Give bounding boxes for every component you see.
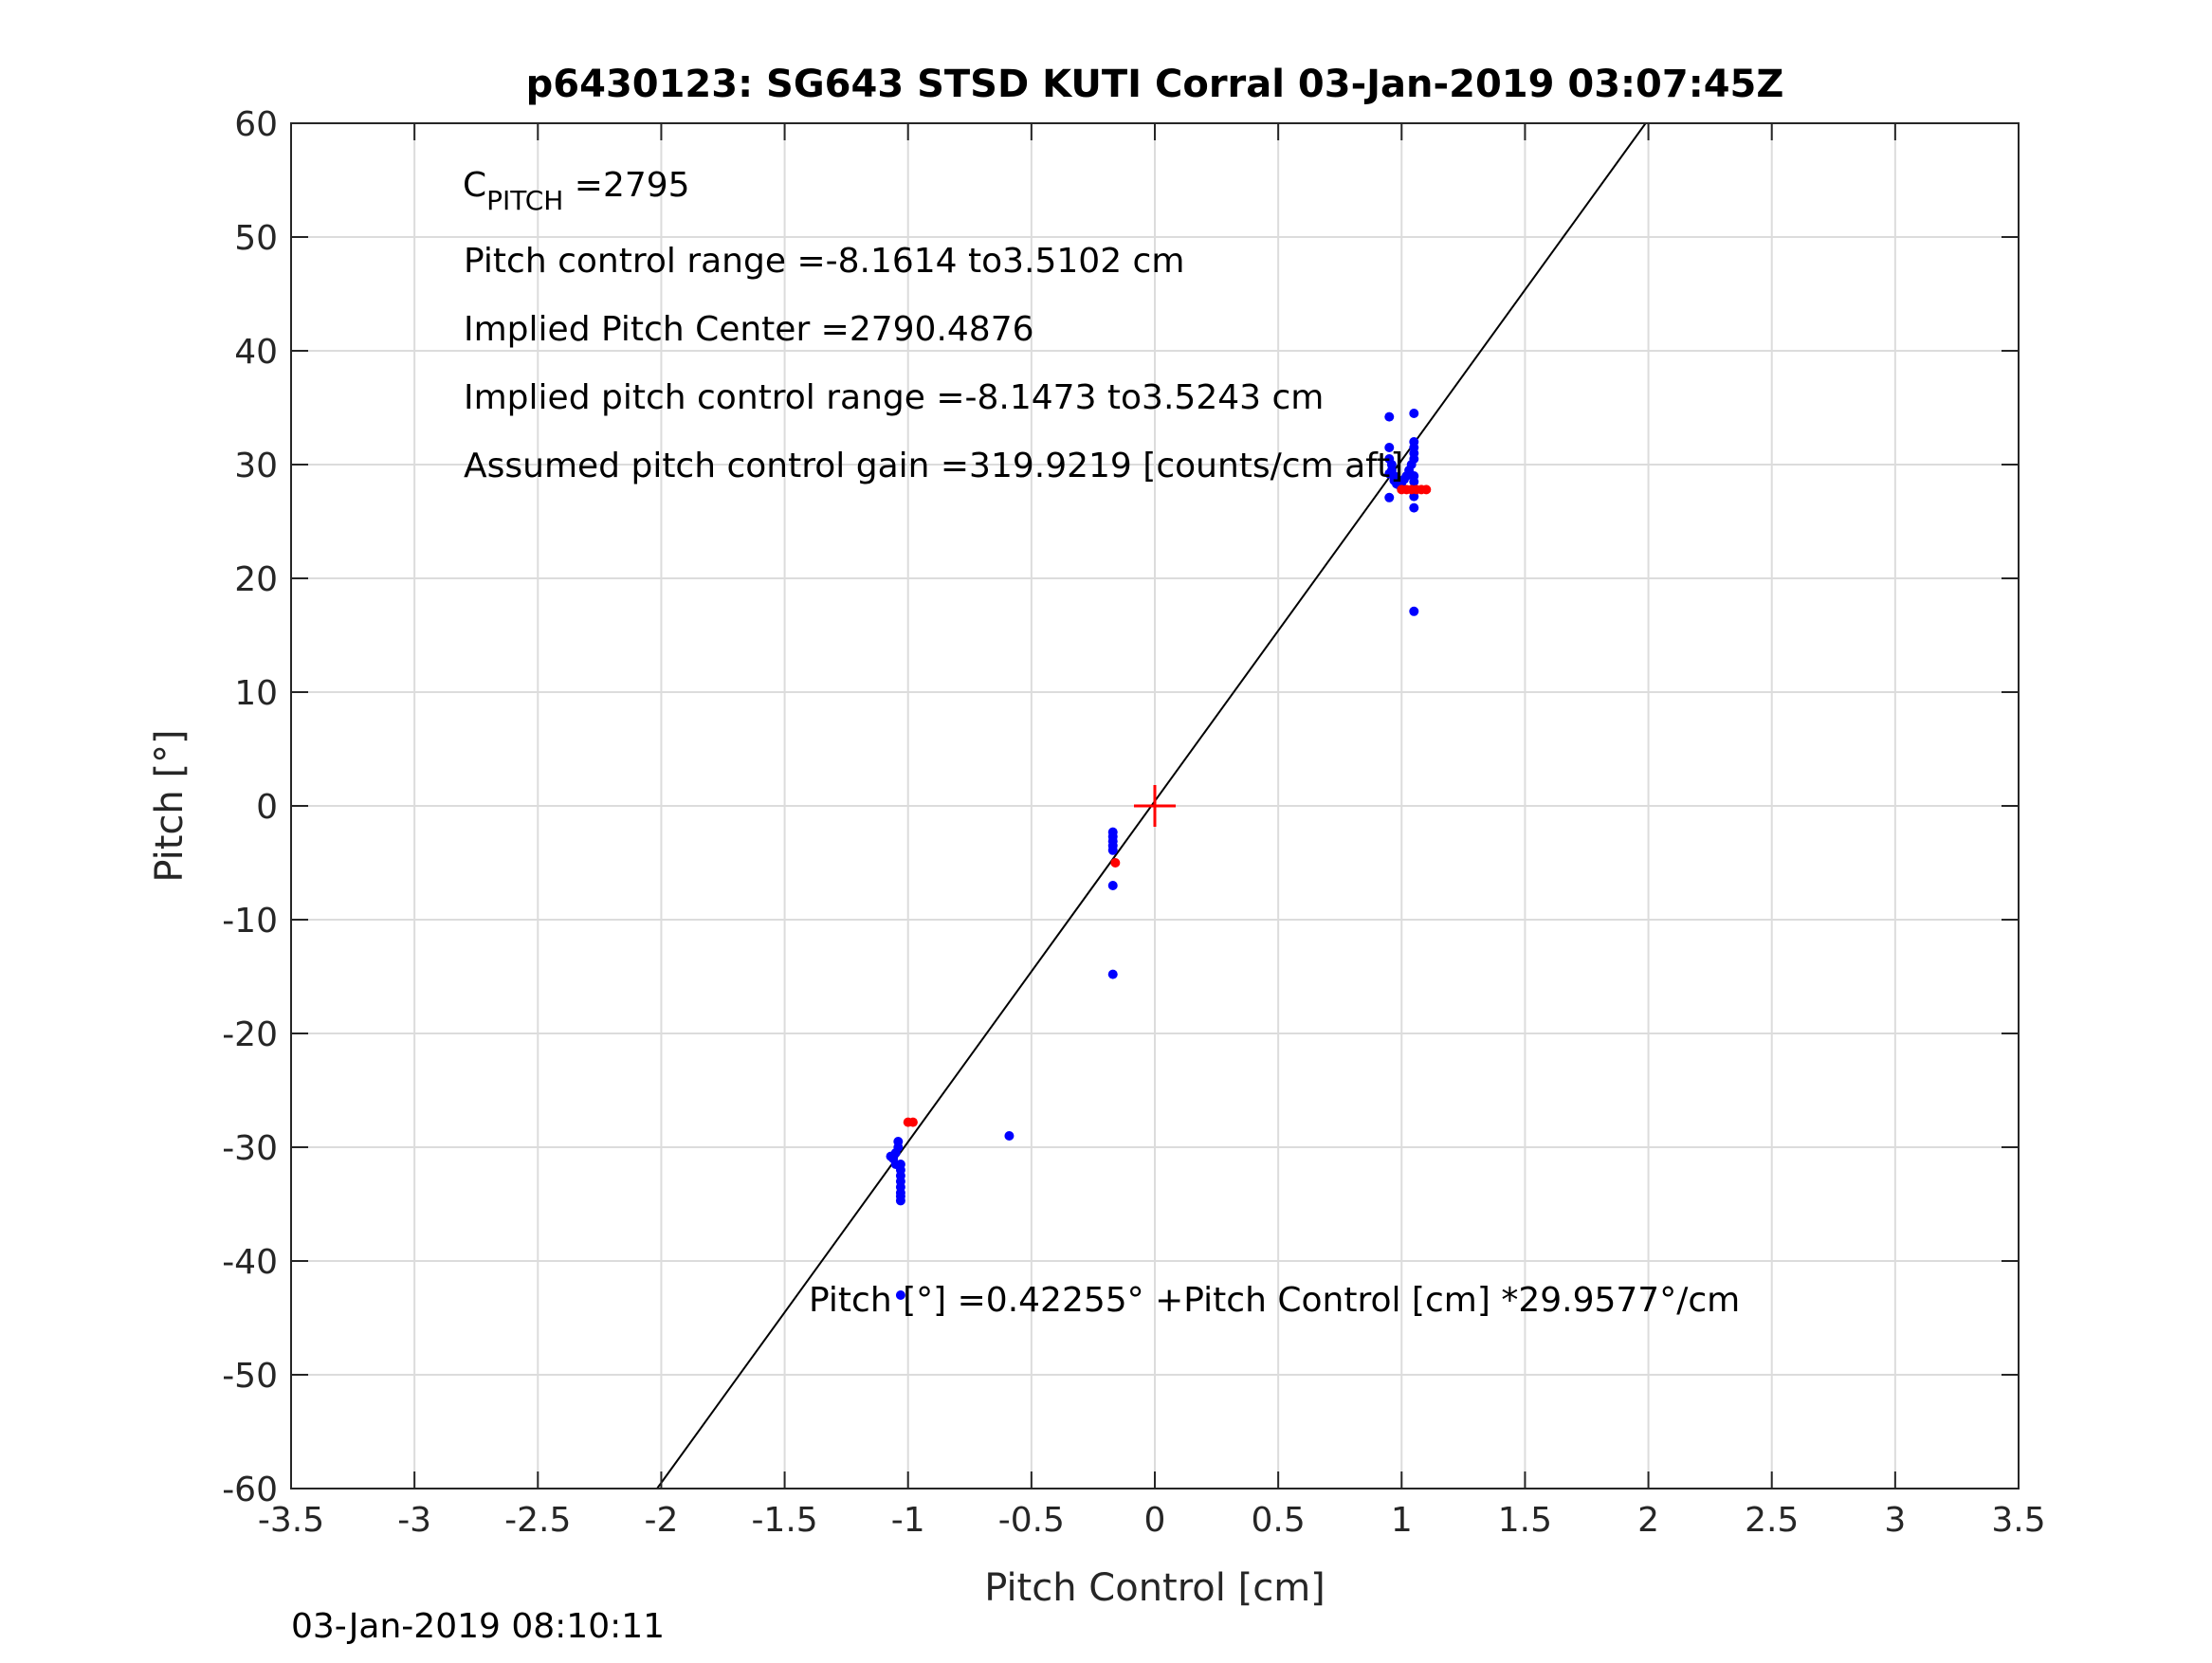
- observed-point: [1107, 881, 1118, 890]
- observed-point: [1384, 492, 1395, 503]
- c-pitch-value: =2795: [563, 166, 689, 205]
- x-tick-label: 1: [1391, 1501, 1413, 1540]
- x-tick-label: 0: [1144, 1501, 1166, 1540]
- center-cross: [1134, 785, 1176, 827]
- observed-point: [1409, 437, 1419, 447]
- y-tick-label: -10: [222, 902, 278, 941]
- y-tick-label: 30: [234, 447, 278, 485]
- observed-point: [895, 1196, 905, 1206]
- y-tick-label: 20: [234, 560, 278, 599]
- y-tick-label: -40: [222, 1243, 278, 1282]
- x-tick-label: -2: [644, 1501, 678, 1540]
- y-tick-label: 0: [256, 788, 278, 827]
- annotation-c-pitch: CPITCH =2795: [463, 166, 690, 216]
- y-tick-label: -50: [222, 1357, 278, 1396]
- observed-point: [1107, 845, 1118, 855]
- c-pitch-sub: PITCH: [486, 185, 563, 216]
- observed-point: [1004, 1131, 1015, 1141]
- y-tick-label: 40: [234, 333, 278, 372]
- ticks: -3.5 -3 -2.5 -2 -1.5 -1 -0.5 0 0.5 1 1.5 2 2.5 3 3.5 -6…: [222, 105, 2045, 1540]
- x-tick-label: 3.5: [1991, 1501, 2045, 1540]
- x-tick-label: -3: [397, 1501, 431, 1540]
- x-axis-label: Pitch Control [cm]: [984, 1566, 1325, 1610]
- observed-point: [1384, 443, 1395, 452]
- x-tick-label: -2.5: [504, 1501, 571, 1540]
- timestamp: 03-Jan-2019 08:10:11: [291, 1607, 665, 1646]
- annotation-equation: Pitch [°] =0.42255° +Pitch Control [cm] …: [809, 1281, 1740, 1320]
- y-tick-label: 10: [234, 674, 278, 713]
- x-tick-label: -1.5: [751, 1501, 817, 1540]
- mean-point: [1110, 858, 1121, 868]
- x-tick-label: 0.5: [1252, 1501, 1306, 1540]
- observed-point: [1409, 606, 1419, 616]
- points-group: [886, 409, 1432, 1300]
- observed-point: [1384, 468, 1395, 479]
- y-tick-label: -60: [222, 1471, 278, 1509]
- annotation-gain: Assumed pitch control gain =319.9219 [co…: [464, 447, 1403, 485]
- y-tick-label: 60: [234, 105, 278, 144]
- x-tick-label: 2: [1637, 1501, 1659, 1540]
- observed-point: [1107, 969, 1118, 979]
- y-tick-label: -20: [222, 1015, 278, 1054]
- y-axis-label: Pitch [°]: [148, 729, 192, 882]
- annotation-center: Implied Pitch Center =2790.4876: [464, 310, 1034, 349]
- mean-point: [907, 1117, 918, 1127]
- observed-point: [1384, 411, 1395, 422]
- chart-title: p6430123: SG643 STSD KUTI Corral 03-Jan-…: [526, 63, 1784, 106]
- x-tick-label: 1.5: [1498, 1501, 1552, 1540]
- x-tick-label: -1: [891, 1501, 925, 1540]
- x-tick-label: 2.5: [1745, 1501, 1799, 1540]
- observed-point: [893, 1142, 904, 1152]
- c-pitch-prefix: C: [463, 166, 486, 205]
- observed-point: [1409, 477, 1419, 486]
- grid: [290, 122, 2020, 1489]
- observed-point: [1409, 409, 1419, 418]
- x-tick-label: 3: [1884, 1501, 1906, 1540]
- y-tick-label: 50: [234, 219, 278, 258]
- y-tick-label: -30: [222, 1129, 278, 1168]
- x-tick-label: -0.5: [998, 1501, 1065, 1540]
- mean-point: [1421, 484, 1432, 495]
- observed-point: [895, 1290, 905, 1300]
- observed-point: [1409, 503, 1419, 513]
- annotation-range: Pitch control range =-8.1614 to3.5102 cm: [464, 242, 1184, 281]
- annotation-implied-range: Implied pitch control range =-8.1473 to3…: [464, 378, 1324, 417]
- x-tick-label: -3.5: [258, 1501, 324, 1540]
